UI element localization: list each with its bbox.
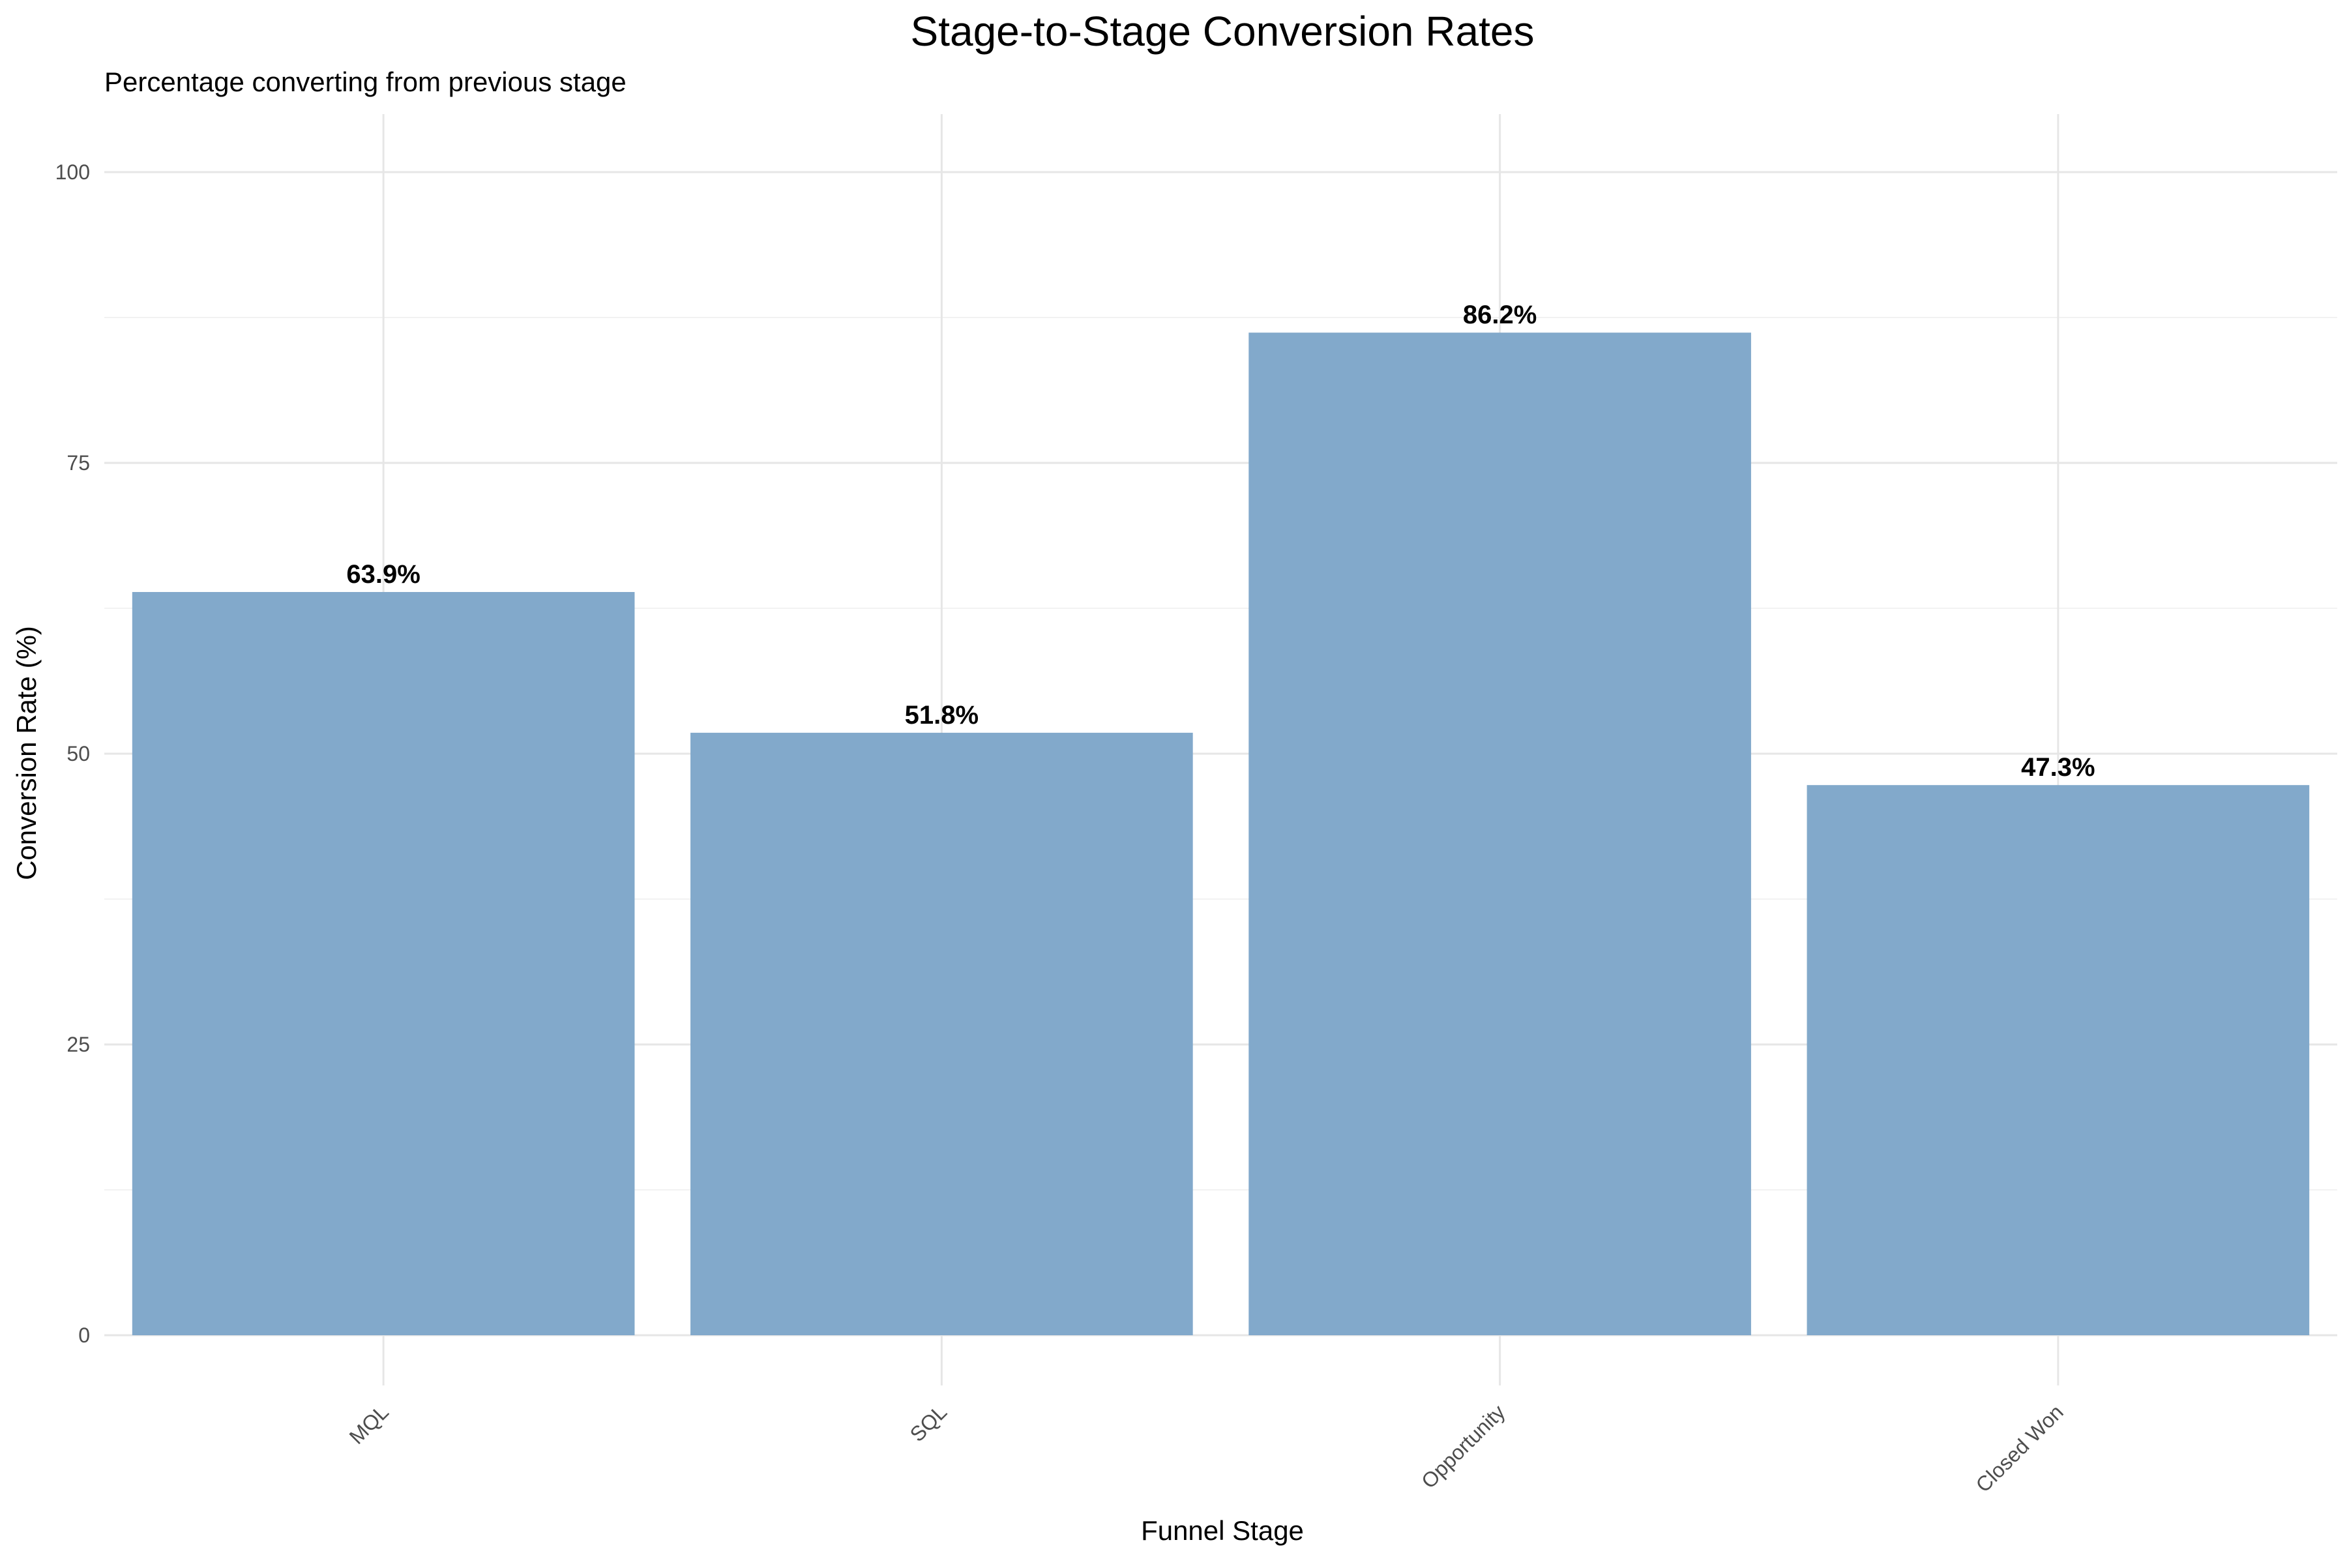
bars [132,333,2310,1336]
bar-sql [690,732,1193,1335]
y-axis-ticks: 0 25 50 75 100 [55,160,90,1347]
x-tick-label: Opportunity [1417,1400,1509,1492]
bar-value-label: 86.2% [1463,301,1537,329]
y-tick-label: 0 [78,1324,90,1347]
data-labels: 63.9% 51.8% 86.2% 47.3% [346,301,2095,782]
y-tick-label: 100 [55,160,90,184]
x-tick-label: Closed Won [1971,1400,2068,1496]
bar-mql [132,592,635,1336]
bar-value-label: 47.3% [2021,753,2095,782]
y-axis-title: Conversion Rate (%) [11,626,42,880]
bar-closed-won [1807,785,2310,1335]
y-tick-label: 50 [66,742,90,765]
bar-value-label: 51.8% [905,701,979,730]
bar-opportunity [1248,333,1751,1335]
bar-value-label: 63.9% [346,560,420,589]
x-axis-ticks: MQL SQL Opportunity Closed Won [345,1400,2068,1496]
x-tick-label: SQL [906,1400,952,1446]
chart-subtitle: Percentage converting from previous stag… [104,67,627,97]
x-axis-title: Funnel Stage [1141,1515,1304,1546]
x-tick-label: MQL [345,1400,393,1448]
chart-title: Stage-to-Stage Conversion Rates [911,8,1535,55]
y-tick-label: 75 [66,451,90,475]
y-tick-label: 25 [66,1033,90,1056]
